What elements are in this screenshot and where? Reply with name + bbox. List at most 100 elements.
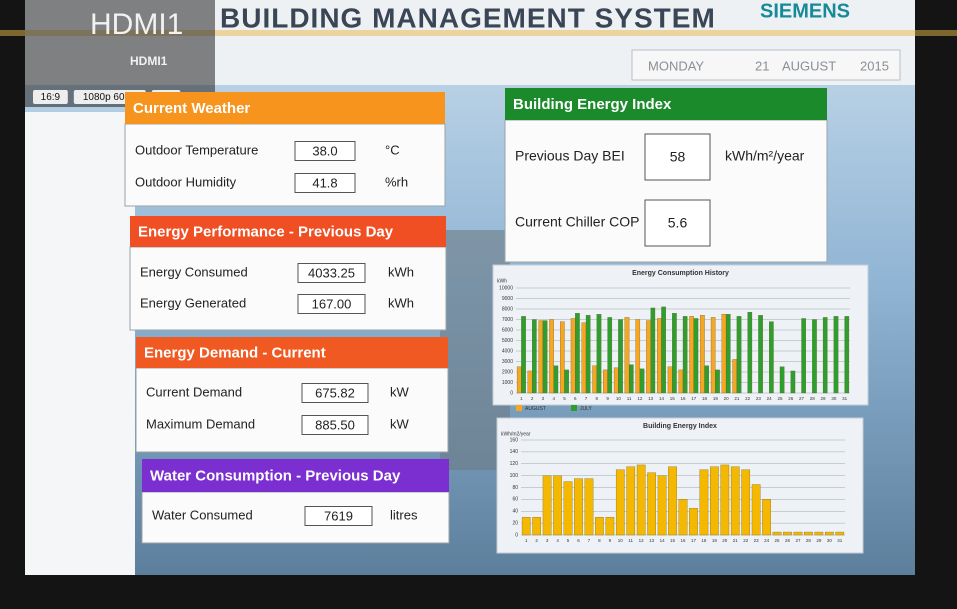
y-axis-label: kWh/m2/year [501, 431, 531, 437]
bar [779, 366, 785, 394]
bar [657, 475, 667, 536]
bar [605, 517, 615, 536]
x-tick-label: 8 [596, 396, 599, 401]
x-tick-label: 25 [775, 538, 781, 543]
bar [725, 314, 731, 394]
x-tick-label: 19 [713, 396, 719, 401]
row-unit: %rh [385, 174, 408, 189]
x-tick-label: 16 [680, 396, 686, 401]
x-tick-label: 31 [837, 538, 843, 543]
osd-source: HDMI1 [130, 54, 168, 68]
row-unit: kWh [388, 295, 414, 310]
x-tick-label: 8 [598, 538, 601, 543]
date-day: 21 [755, 58, 769, 73]
bar [758, 315, 763, 394]
legend-swatch [571, 405, 577, 411]
bar [678, 499, 688, 536]
bar [516, 366, 522, 394]
x-tick-label: 1 [520, 396, 523, 401]
row-value: 5.6 [668, 215, 688, 231]
osd-badge-label: 1080p 60Hz [83, 92, 137, 103]
chart-title: Building Energy Index [643, 423, 717, 430]
y-tick-label: 20 [512, 520, 518, 526]
panel-header [505, 88, 827, 120]
x-tick-label: 17 [691, 396, 697, 401]
y-tick-label: 80 [512, 485, 518, 491]
brand: SIEMENS [760, 0, 850, 22]
bar [730, 466, 740, 536]
bar [527, 370, 533, 394]
bar [532, 517, 542, 536]
x-tick-label: 20 [722, 538, 728, 543]
bar [682, 316, 688, 394]
bar [549, 319, 554, 394]
panel-title: Building Energy Index [513, 96, 672, 113]
bar [720, 464, 730, 536]
x-tick-label: 28 [810, 396, 816, 401]
x-tick-label: 21 [734, 396, 740, 401]
value-box [294, 141, 356, 161]
y-tick-label: 60 [512, 497, 518, 503]
x-tick-label: 7 [585, 396, 588, 401]
x-tick-label: 15 [670, 538, 676, 543]
bar [647, 472, 656, 536]
x-tick-label: 23 [754, 538, 760, 543]
x-tick-label: 30 [827, 538, 833, 543]
bar [790, 370, 796, 394]
x-tick-label: 24 [767, 396, 773, 401]
bar [689, 508, 698, 536]
panel-title: Energy Performance - Previous Day [138, 223, 394, 240]
bar [575, 313, 580, 394]
bar [661, 306, 666, 394]
x-tick-label: 21 [733, 538, 739, 543]
value-box [297, 263, 366, 283]
bar [624, 317, 630, 394]
bar [607, 317, 613, 394]
y-tick-label: 140 [510, 449, 519, 455]
bar [844, 316, 850, 394]
bar [581, 322, 587, 394]
x-tick-label: 26 [785, 538, 791, 543]
x-tick-label: 23 [756, 396, 762, 401]
bar [721, 314, 727, 394]
row-label: Previous Day BEI [515, 148, 625, 164]
x-tick-label: 12 [639, 538, 645, 543]
bar [618, 319, 623, 394]
panel-title: Current Weather [133, 100, 250, 117]
bar [635, 319, 641, 394]
bar [667, 366, 673, 394]
x-tick-label: 18 [702, 396, 708, 401]
bar [732, 359, 738, 394]
x-tick-label: 25 [777, 396, 783, 401]
page-title: BUILDING MANAGEMENT SYSTEM [220, 2, 716, 33]
x-tick-label: 24 [764, 538, 770, 543]
bar [751, 484, 761, 536]
bar [793, 531, 803, 536]
value-box [297, 294, 366, 314]
panel-header [136, 337, 448, 368]
bar [636, 464, 646, 536]
osd-input: HDMI1 [90, 8, 183, 41]
x-tick-label: 13 [648, 396, 654, 401]
bar [615, 469, 625, 536]
bar [804, 531, 813, 536]
row-label: Energy Consumed [140, 264, 248, 279]
bar [570, 318, 576, 394]
bar [710, 466, 719, 536]
y-tick-label: 3000 [502, 359, 513, 365]
bar [672, 313, 677, 394]
bar [693, 318, 699, 394]
panel-title: Water Consumption - Previous Day [150, 467, 401, 484]
panel-body [129, 246, 447, 331]
x-tick-label: 10 [618, 538, 624, 543]
y-tick-label: 40 [512, 509, 518, 515]
date-month: AUGUST [782, 58, 836, 73]
value-box [304, 506, 373, 526]
legend-swatch [516, 405, 522, 411]
panel-header [142, 459, 449, 492]
bar [822, 317, 828, 394]
y-tick-label: 10000 [499, 285, 513, 291]
y-tick-label: 160 [510, 437, 519, 443]
bar [772, 531, 782, 536]
x-tick-label: 17 [691, 538, 697, 543]
